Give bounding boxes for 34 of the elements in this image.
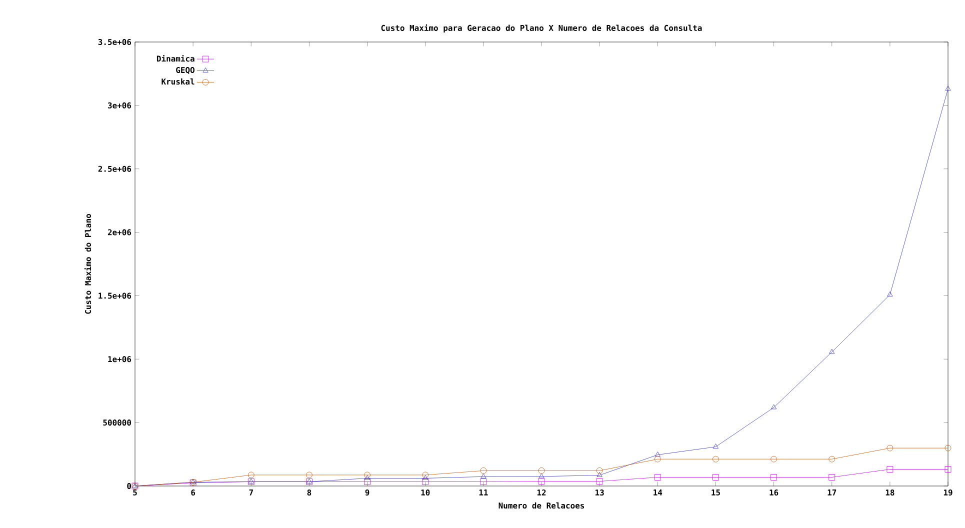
point xyxy=(770,474,777,480)
point xyxy=(712,456,719,462)
point xyxy=(422,475,428,480)
point xyxy=(596,478,603,484)
point xyxy=(654,474,661,480)
point xyxy=(829,348,835,354)
point xyxy=(422,478,429,485)
point xyxy=(712,444,719,448)
point xyxy=(654,452,660,456)
point xyxy=(422,472,429,478)
point xyxy=(480,467,487,474)
point xyxy=(886,466,894,472)
point xyxy=(364,478,370,485)
point xyxy=(828,456,836,462)
point xyxy=(712,474,719,480)
point xyxy=(654,456,661,462)
point xyxy=(944,466,952,472)
point xyxy=(364,475,370,480)
point xyxy=(538,473,544,478)
point xyxy=(771,404,777,410)
point xyxy=(596,467,603,474)
point xyxy=(480,478,487,485)
point xyxy=(828,474,836,480)
point xyxy=(306,472,312,478)
point xyxy=(944,444,952,452)
point xyxy=(480,473,486,478)
point xyxy=(886,444,894,452)
point xyxy=(248,472,254,478)
point xyxy=(887,292,893,296)
point xyxy=(538,467,545,474)
point xyxy=(596,472,602,477)
point xyxy=(770,456,777,462)
point xyxy=(364,472,370,478)
point xyxy=(945,86,951,91)
